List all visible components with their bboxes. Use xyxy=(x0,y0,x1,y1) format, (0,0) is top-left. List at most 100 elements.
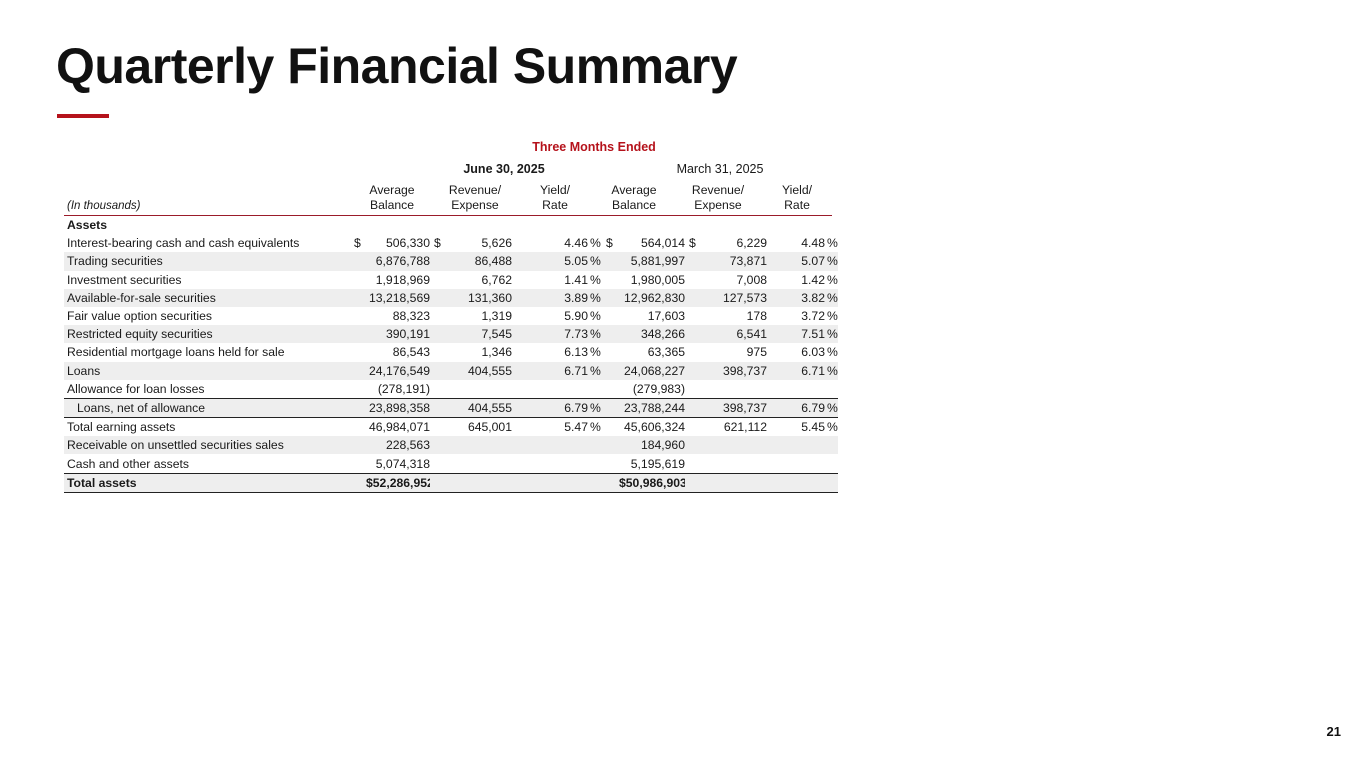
dollar-sign-cell xyxy=(430,380,446,399)
march-balance-cell: 184,960 xyxy=(619,436,685,455)
march-yield-cell: 1.42 xyxy=(801,272,825,287)
table-row: Trading securities 6,876,788 86,488 5.05% 5,… xyxy=(64,252,839,271)
dollar-sign-cell xyxy=(350,343,366,361)
dollar-sign-cell xyxy=(430,307,446,325)
col-header-rev-exp-june: Revenue/Expense xyxy=(448,183,502,212)
pct-sign-cell xyxy=(825,380,838,399)
dollar-sign-cell xyxy=(350,418,366,437)
col-header-avg-balance-march: Average Balance xyxy=(611,183,657,212)
june-revenue-cell: 5,626 xyxy=(481,236,513,251)
dollar-sign-cell xyxy=(602,307,619,325)
march-yield-cell: 5.07 xyxy=(767,252,825,271)
march-revenue-cell xyxy=(701,454,767,473)
june-revenue-cell: 86,488 xyxy=(446,252,512,271)
dollar-sign-cell xyxy=(685,454,701,473)
row-label: Receivable on unsettled securities sales xyxy=(64,436,350,455)
dollar-sign-cell xyxy=(685,325,701,344)
pct-sign-cell: % xyxy=(827,345,838,360)
march-yield-cell: 6.71 xyxy=(767,361,825,380)
dollar-sign-cell xyxy=(602,454,619,473)
table-row: Total assets $52,286,952 $50,986,903 xyxy=(64,472,839,493)
pct-sign-cell: % xyxy=(825,252,839,271)
march-balance-cell: 1,980,005 xyxy=(630,272,685,287)
march-revenue-cell: 398,737 xyxy=(701,361,767,380)
june-yield-cell: 1.41 xyxy=(564,272,588,287)
march-yield-cell: 3.82 xyxy=(767,288,825,307)
row-label: Available-for-sale securities xyxy=(64,288,350,307)
dollar-sign-cell xyxy=(685,436,701,455)
june-revenue-cell: 645,001 xyxy=(467,420,512,435)
dollar-sign-cell xyxy=(685,361,701,380)
dollar-sign-cell xyxy=(350,361,366,380)
pct-sign-cell: % xyxy=(588,361,602,380)
march-yield-cell: 3.72 xyxy=(801,309,825,324)
pct-sign-cell: % xyxy=(590,309,601,324)
march-balance-cell: (279,983) xyxy=(632,381,685,396)
dollar-sign-cell xyxy=(602,397,619,419)
march-revenue-cell: 178 xyxy=(746,309,767,324)
row-label: Loans, net of allowance xyxy=(64,397,350,419)
pct-sign-cell: % xyxy=(590,420,601,435)
june-revenue-cell: 7,545 xyxy=(446,325,512,344)
row-label: Loans xyxy=(64,361,350,380)
pct-sign-cell: % xyxy=(588,397,602,419)
pct-sign-cell: % xyxy=(827,420,838,435)
row-label: Allowance for loan losses xyxy=(67,381,205,396)
march-balance-cell: 12,962,830 xyxy=(619,288,685,307)
dollar-sign-cell xyxy=(685,397,701,419)
row-label: Interest-bearing cash and cash equivalen… xyxy=(67,236,300,251)
march-yield-cell: 4.48 xyxy=(801,236,825,251)
slide-title: Quarterly Financial Summary xyxy=(56,38,738,94)
column-header-row: (In thousands) Average Balance Revenue/Ex… xyxy=(64,183,832,216)
pct-sign-cell: % xyxy=(825,325,839,344)
table-row: Investment securities 1,918,969 6,762 1.41%… xyxy=(64,271,838,289)
pct-sign-cell xyxy=(588,472,602,493)
march-balance-cell: 17,603 xyxy=(647,309,685,324)
pct-sign-cell: % xyxy=(588,325,602,344)
col-header-yield-june: Yield/Rate xyxy=(539,183,571,212)
group-header: Three Months Ended xyxy=(532,140,656,154)
june-revenue-cell: 6,762 xyxy=(481,272,513,287)
dollar-sign-cell xyxy=(685,380,701,399)
dollar-sign-cell xyxy=(350,307,366,325)
march-balance-cell: 45,606,324 xyxy=(624,420,685,435)
march-revenue-cell: 398,737 xyxy=(701,397,767,419)
table-row: Total earning assets 46,984,071 645,001 5.4… xyxy=(64,418,838,437)
march-yield-cell xyxy=(767,436,825,455)
table-row: Receivable on unsettled securities sales… xyxy=(64,436,839,455)
dollar-sign-cell xyxy=(350,252,366,271)
table-row: Residential mortgage loans held for sale… xyxy=(64,343,838,361)
dollar-sign-cell xyxy=(430,418,446,437)
pct-sign-cell xyxy=(588,380,602,399)
row-label: Restricted equity securities xyxy=(64,325,350,344)
period-header-june: June 30, 2025 xyxy=(463,162,545,176)
june-yield-cell xyxy=(512,454,588,473)
june-balance-cell: 23,898,358 xyxy=(366,397,430,419)
pct-sign-cell: % xyxy=(588,288,602,307)
table-row: Fair value option securities 88,323 1,319 5… xyxy=(64,307,838,325)
june-balance-cell: 5,074,318 xyxy=(375,456,430,471)
table-row: Allowance for loan losses (278,191) (279,9… xyxy=(64,380,838,399)
june-balance-cell: 88,323 xyxy=(392,309,430,324)
march-revenue-cell xyxy=(701,380,767,399)
row-label: Total assets xyxy=(64,472,350,493)
dollar-sign-cell xyxy=(430,454,446,473)
dollar-sign-cell xyxy=(430,271,446,289)
march-balance-cell: 23,788,244 xyxy=(619,397,685,419)
period-header-march: March 31, 2025 xyxy=(676,162,764,176)
dollar-sign-cell xyxy=(430,325,446,344)
march-revenue-cell: 621,112 xyxy=(723,420,767,435)
june-revenue-cell: 404,555 xyxy=(446,397,512,419)
dollar-sign-cell xyxy=(350,271,366,289)
june-balance-cell: 6,876,788 xyxy=(366,252,430,271)
june-revenue-cell: 131,360 xyxy=(446,288,512,307)
dollar-sign-cell xyxy=(602,436,619,455)
june-revenue-cell: 1,319 xyxy=(481,309,513,324)
june-balance-cell: 228,563 xyxy=(366,436,430,455)
assets-table: Assets Interest-bearing cash and cash eq… xyxy=(64,216,839,493)
dollar-sign-cell xyxy=(430,252,446,271)
march-yield-cell: 5.45 xyxy=(801,420,825,435)
pct-sign-cell: % xyxy=(590,236,601,251)
march-revenue-cell: 975 xyxy=(746,345,767,360)
june-balance-cell: 506,330 xyxy=(385,236,430,251)
